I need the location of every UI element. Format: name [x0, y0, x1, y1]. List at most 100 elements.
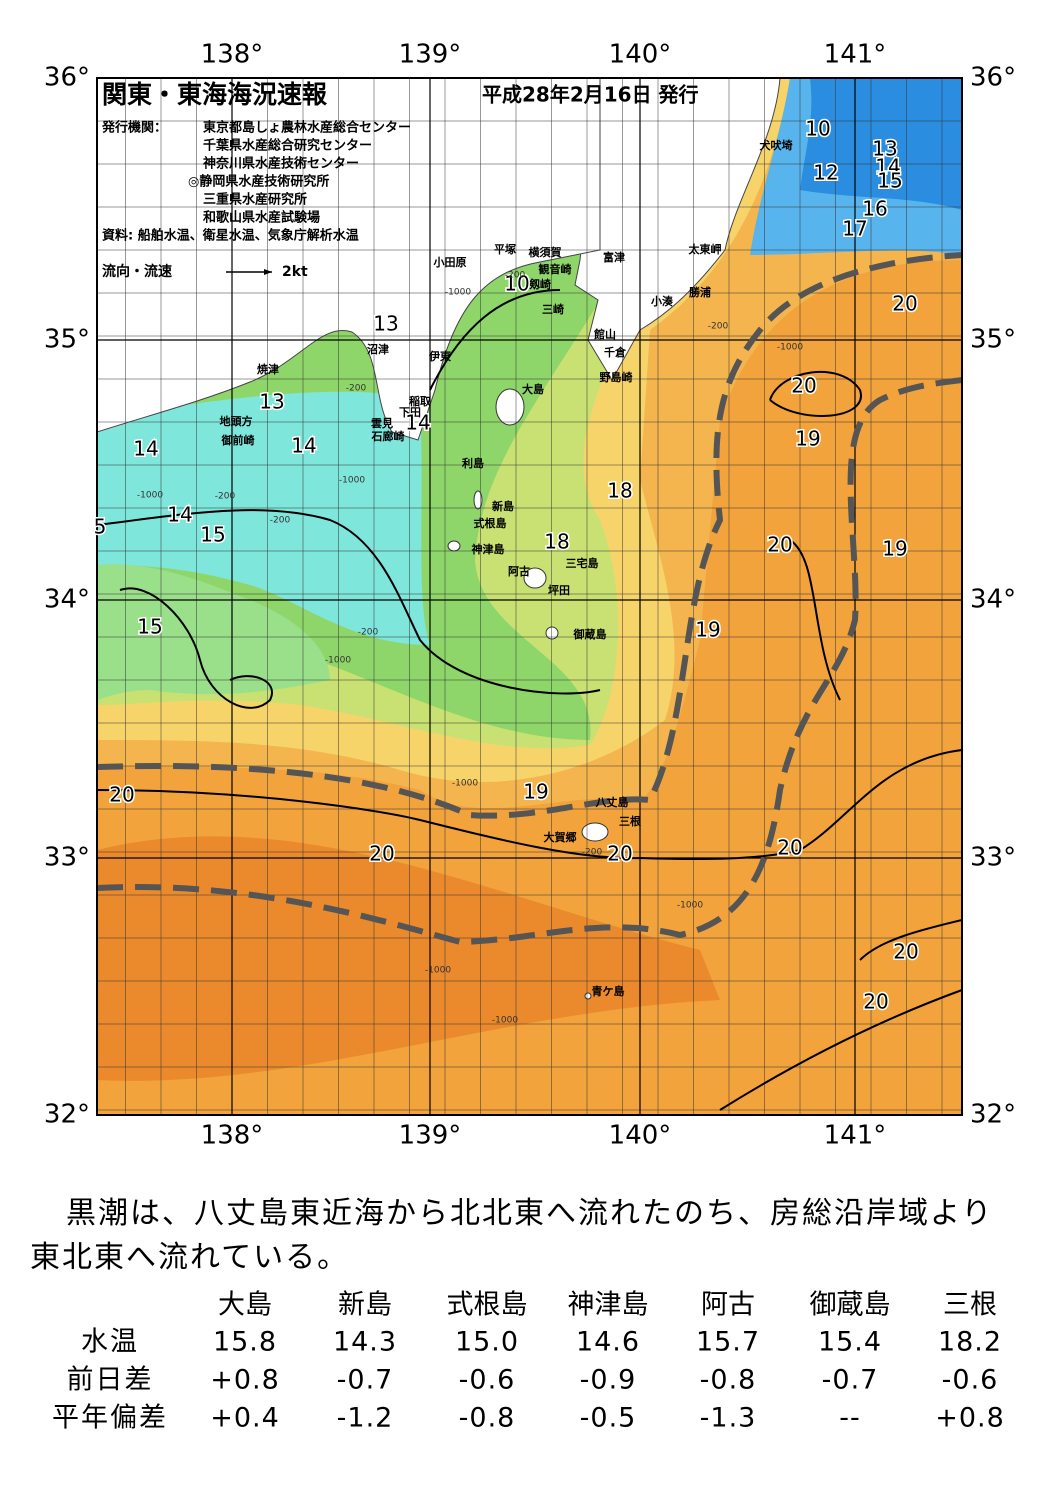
- table-header: 新島: [338, 1290, 392, 1321]
- issuer-label: 発行機関：: [101, 120, 167, 136]
- place-name: 犬吠埼: [760, 138, 793, 152]
- place-name: 御蔵島: [573, 627, 607, 641]
- depth-label: -200: [270, 516, 291, 526]
- place-name: 新島: [492, 499, 514, 513]
- place-name: 勝浦: [689, 285, 711, 299]
- isotherm-label: 20: [863, 990, 888, 1014]
- isotherm-label: 10: [805, 117, 830, 141]
- isotherm-label: 20: [791, 374, 816, 398]
- isotherm-label: 13: [259, 390, 284, 414]
- lat-label: 32°: [44, 1100, 90, 1130]
- depth-label: -200: [505, 271, 526, 281]
- summary: 黒潮は、八丈島東近海から北北東へ流れたのち、房総沿岸域より東北東へ流れている。: [30, 1196, 994, 1275]
- isotherms: [97, 289, 962, 1111]
- place-name: 三崎: [542, 302, 564, 316]
- lon-label: 140°: [609, 40, 672, 70]
- lat-label: 34°: [970, 585, 1016, 615]
- isotherm-label: 20: [369, 842, 394, 866]
- depth-label: -1000: [325, 656, 351, 666]
- place-name: 地頭方: [220, 414, 253, 428]
- lat-label: 32°: [970, 1100, 1016, 1130]
- place-name: 阿古: [508, 564, 530, 578]
- legend-arrowhead: [264, 269, 272, 275]
- table-cell: -0.7: [822, 1365, 879, 1396]
- isotherm-label: 20: [893, 940, 918, 964]
- isotherm-label: 5: [94, 515, 107, 539]
- isotherm-label: 16: [862, 197, 887, 221]
- lon-label: 140°: [609, 1121, 672, 1151]
- table-cell: 18.2: [938, 1327, 1002, 1358]
- table-cell: -0.6: [942, 1365, 999, 1396]
- isotherm-label: 13: [872, 137, 897, 161]
- place-name: 八丈島: [595, 795, 629, 809]
- table-cell: +0.8: [210, 1365, 280, 1396]
- map-frame: [96, 77, 963, 1116]
- table-cell: 15.8: [213, 1327, 277, 1358]
- lat-label: 36°: [44, 63, 90, 93]
- place-name: 利島: [462, 456, 484, 470]
- table-cell: -0.8: [459, 1403, 516, 1434]
- table-cell: -1.2: [337, 1403, 394, 1434]
- row-label: 水温: [81, 1327, 139, 1358]
- lat-label: 33°: [970, 843, 1016, 873]
- table-cell: 15.0: [455, 1327, 519, 1358]
- table-cell: -0.6: [459, 1365, 516, 1396]
- lat-label: 33°: [44, 843, 90, 873]
- isotherm-label: 14: [405, 411, 430, 435]
- place-name: 館山: [593, 327, 616, 341]
- place-name: 青ケ島: [592, 984, 625, 998]
- place-name: 雲見: [371, 417, 393, 430]
- place-name: 神津島: [472, 542, 505, 556]
- isotherm-label: 18: [544, 530, 569, 554]
- place-name: 沼津: [367, 342, 389, 356]
- table-cell: -0.9: [580, 1365, 637, 1396]
- table-cell: 15.7: [696, 1327, 760, 1358]
- issuer: 千葉県水産総合研究センター: [203, 138, 372, 154]
- isotherm-label: 14: [875, 155, 900, 179]
- place-name: 石廊崎: [371, 429, 405, 443]
- depth-label: -1000: [339, 476, 365, 486]
- isotherm-label: 20: [767, 533, 792, 557]
- table-cell: -0.7: [337, 1365, 394, 1396]
- lat-label: 36°: [970, 63, 1016, 93]
- table-cell: 15.4: [818, 1327, 882, 1358]
- isotherm-label: 19: [695, 618, 720, 642]
- place-name: 式根島: [474, 516, 507, 530]
- place-name: 千倉: [604, 345, 627, 359]
- depth-label: -1000: [137, 491, 163, 501]
- place-name: 観音崎: [539, 262, 572, 276]
- depth-label: -1000: [425, 966, 451, 976]
- depth-label: -200: [358, 628, 379, 638]
- isotherm-label: 15: [877, 169, 902, 193]
- place-name: 太東岬: [688, 242, 722, 256]
- issuer: ◎静岡県水産技術研究所: [188, 174, 329, 190]
- place-name: 富津: [603, 250, 625, 264]
- row-label: 前日差: [67, 1365, 154, 1396]
- place-name: 下田: [399, 406, 421, 419]
- map-title: 関東・東海海況速報: [102, 80, 328, 109]
- table-cell: 14.3: [333, 1327, 397, 1358]
- sea-temperature-map: [97, 78, 962, 1115]
- place-name: 御前崎: [221, 433, 255, 447]
- isotherm-label: 17: [842, 217, 867, 241]
- table-cell: --: [839, 1403, 861, 1434]
- isotherm-label: 14: [167, 503, 192, 527]
- table-header: 阿古: [701, 1290, 755, 1321]
- issuer: 三重県水産研究所: [203, 192, 307, 208]
- isotherm-label: 20: [109, 783, 134, 807]
- lat-label: 35°: [44, 325, 90, 355]
- issuer: 神奈川県水産技術センター: [203, 156, 359, 172]
- depth-label: -1000: [677, 901, 703, 911]
- lat-label: 34°: [44, 585, 90, 615]
- legend-scale: 2kt: [282, 264, 308, 280]
- kuroshio-axis: [97, 252, 962, 946]
- issuer: 和歌山県水産試験場: [203, 210, 320, 226]
- table-cell: -1.3: [700, 1403, 757, 1434]
- isotherm-label: 19: [523, 780, 548, 804]
- legend-label: 流向・流速: [102, 263, 172, 280]
- isotherm-label: 20: [607, 842, 632, 866]
- depth-label: -1000: [777, 343, 803, 353]
- table-cell: +0.4: [210, 1403, 280, 1434]
- place-name: 野島崎: [600, 370, 633, 384]
